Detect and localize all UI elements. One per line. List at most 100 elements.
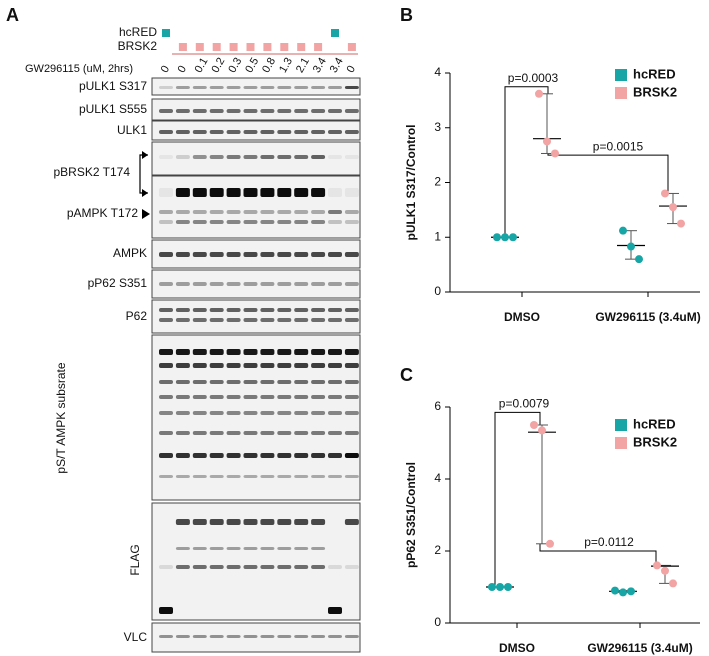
band xyxy=(159,363,173,368)
band xyxy=(192,519,207,525)
band xyxy=(344,318,359,322)
band xyxy=(277,475,292,478)
band xyxy=(192,210,207,214)
blot-label: VLC xyxy=(124,630,148,644)
band xyxy=(311,318,326,322)
band xyxy=(277,363,292,368)
band xyxy=(226,188,241,197)
band xyxy=(294,220,309,224)
band xyxy=(243,86,258,89)
band xyxy=(159,635,173,638)
band xyxy=(159,109,173,113)
band xyxy=(159,411,173,415)
band xyxy=(344,308,359,312)
band xyxy=(209,411,224,415)
band xyxy=(226,547,241,550)
band xyxy=(260,475,275,478)
data-point xyxy=(635,255,643,264)
band xyxy=(175,210,190,214)
band xyxy=(260,308,275,312)
data-point xyxy=(611,586,619,595)
band xyxy=(277,86,292,89)
band xyxy=(260,453,275,458)
band xyxy=(192,318,207,322)
band xyxy=(294,453,309,458)
blot-label: pAMPK T172 xyxy=(67,206,138,220)
band xyxy=(260,318,275,322)
blot-label: pP62 S351 xyxy=(88,276,148,290)
data-point xyxy=(509,233,517,242)
p-value: p=0.0112 xyxy=(584,535,634,549)
band xyxy=(277,635,292,638)
blot-label: pULK1 S555 xyxy=(79,102,147,116)
data-point xyxy=(504,583,512,591)
band xyxy=(294,363,309,368)
band xyxy=(243,547,258,550)
band xyxy=(226,109,241,113)
band xyxy=(344,395,359,399)
dose-label: 0 xyxy=(176,64,189,75)
dose-label: 0 xyxy=(345,64,358,75)
lane-marker xyxy=(246,43,255,51)
lane-marker xyxy=(297,43,306,51)
band xyxy=(159,308,173,312)
data-point xyxy=(627,587,635,596)
band xyxy=(175,155,190,159)
significance-bracket xyxy=(504,86,549,238)
data-point xyxy=(488,583,496,591)
band xyxy=(311,635,326,638)
band xyxy=(226,86,241,89)
band xyxy=(344,519,359,525)
band xyxy=(311,475,326,478)
lane-marker xyxy=(331,29,339,37)
dose-label: 0.8 xyxy=(260,56,278,75)
lane-marker xyxy=(314,43,323,51)
x-tick-label: GW296115 (3.4uM) xyxy=(587,641,692,655)
band xyxy=(277,282,292,286)
significance-bracket xyxy=(547,153,669,194)
band xyxy=(192,86,207,89)
band xyxy=(328,188,342,197)
band xyxy=(328,453,342,458)
band xyxy=(226,363,241,368)
band xyxy=(344,282,359,286)
band xyxy=(294,565,309,569)
band xyxy=(192,453,207,458)
band xyxy=(277,308,292,312)
band xyxy=(243,411,258,415)
band xyxy=(192,380,207,384)
band xyxy=(243,252,258,257)
band xyxy=(159,130,173,134)
band xyxy=(243,308,258,312)
band xyxy=(311,109,326,113)
blot-label: ULK1 xyxy=(117,123,147,137)
band xyxy=(192,109,207,113)
band xyxy=(260,565,275,569)
band xyxy=(226,349,241,355)
band xyxy=(344,475,359,478)
dose-label: 0.2 xyxy=(209,56,227,75)
band xyxy=(277,547,292,550)
data-point xyxy=(619,226,627,235)
lane-marker xyxy=(178,43,187,51)
data-point xyxy=(677,219,685,228)
blot-label: AMPK xyxy=(113,246,147,260)
data-point xyxy=(493,233,501,242)
lane-marker xyxy=(212,43,221,51)
band xyxy=(243,431,258,435)
band xyxy=(260,519,275,525)
band xyxy=(209,519,224,525)
band xyxy=(159,607,173,614)
band xyxy=(294,635,309,638)
band xyxy=(277,109,292,113)
band xyxy=(209,86,224,89)
band xyxy=(243,318,258,322)
band xyxy=(159,282,173,286)
band xyxy=(226,565,241,569)
dose-label: 1.3 xyxy=(277,56,295,75)
band xyxy=(192,635,207,638)
y-tick-label: 6 xyxy=(434,399,441,413)
data-point xyxy=(669,579,677,588)
legend-swatch xyxy=(615,69,627,81)
band xyxy=(226,282,241,286)
